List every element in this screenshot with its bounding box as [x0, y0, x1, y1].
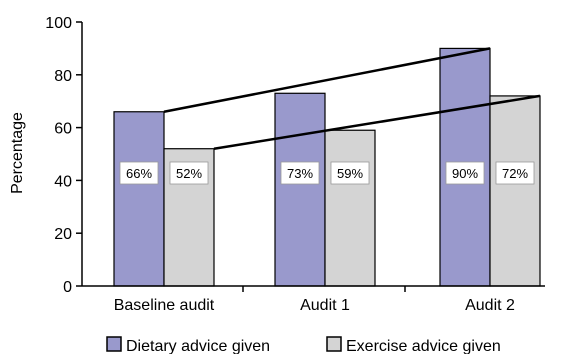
x-category-label: Audit 1	[300, 297, 350, 314]
y-ticks: 0 20 40 60 80 100	[45, 15, 82, 296]
data-label-box	[119, 161, 159, 185]
y-tick-label: 40	[54, 173, 72, 190]
trend-line	[163, 47, 491, 113]
y-tick-label: 60	[54, 121, 72, 138]
data-label: 59%	[337, 166, 363, 181]
data-label-box	[169, 161, 209, 185]
bar	[489, 95, 541, 287]
data-label: 66%	[126, 166, 152, 181]
data-label-box	[280, 161, 320, 185]
y-tick-label: 100	[45, 15, 72, 32]
trend-lines	[163, 47, 541, 150]
y-tick-label: 0	[63, 279, 72, 296]
data-labels: 66% 73% 90% 52% 59% 72%	[119, 161, 535, 185]
data-label: 52%	[176, 166, 202, 181]
legend-swatch	[326, 336, 342, 352]
data-label-box	[330, 161, 370, 185]
legend: Dietary advice given Exercise advice give…	[106, 336, 501, 354]
trend-line	[213, 94, 541, 150]
data-label: 90%	[452, 166, 478, 181]
y-axis-title: Percentage	[9, 112, 26, 194]
x-category-labels: Baseline audit Audit 1 Audit 2	[114, 286, 515, 314]
legend-label: Exercise advice given	[346, 338, 501, 354]
data-label-box	[445, 161, 485, 185]
x-category-label: Audit 2	[465, 297, 515, 314]
bar	[274, 92, 326, 287]
data-label-box	[495, 161, 535, 185]
y-tick-label: 80	[54, 68, 72, 85]
x-category-label: Baseline audit	[114, 297, 215, 314]
bars	[113, 47, 541, 287]
legend-label: Dietary advice given	[126, 338, 270, 354]
legend-swatch	[106, 336, 122, 352]
bar	[113, 111, 165, 287]
data-label: 72%	[502, 166, 528, 181]
data-label: 73%	[287, 166, 313, 181]
y-tick-label: 20	[54, 226, 72, 243]
bar	[324, 129, 376, 287]
